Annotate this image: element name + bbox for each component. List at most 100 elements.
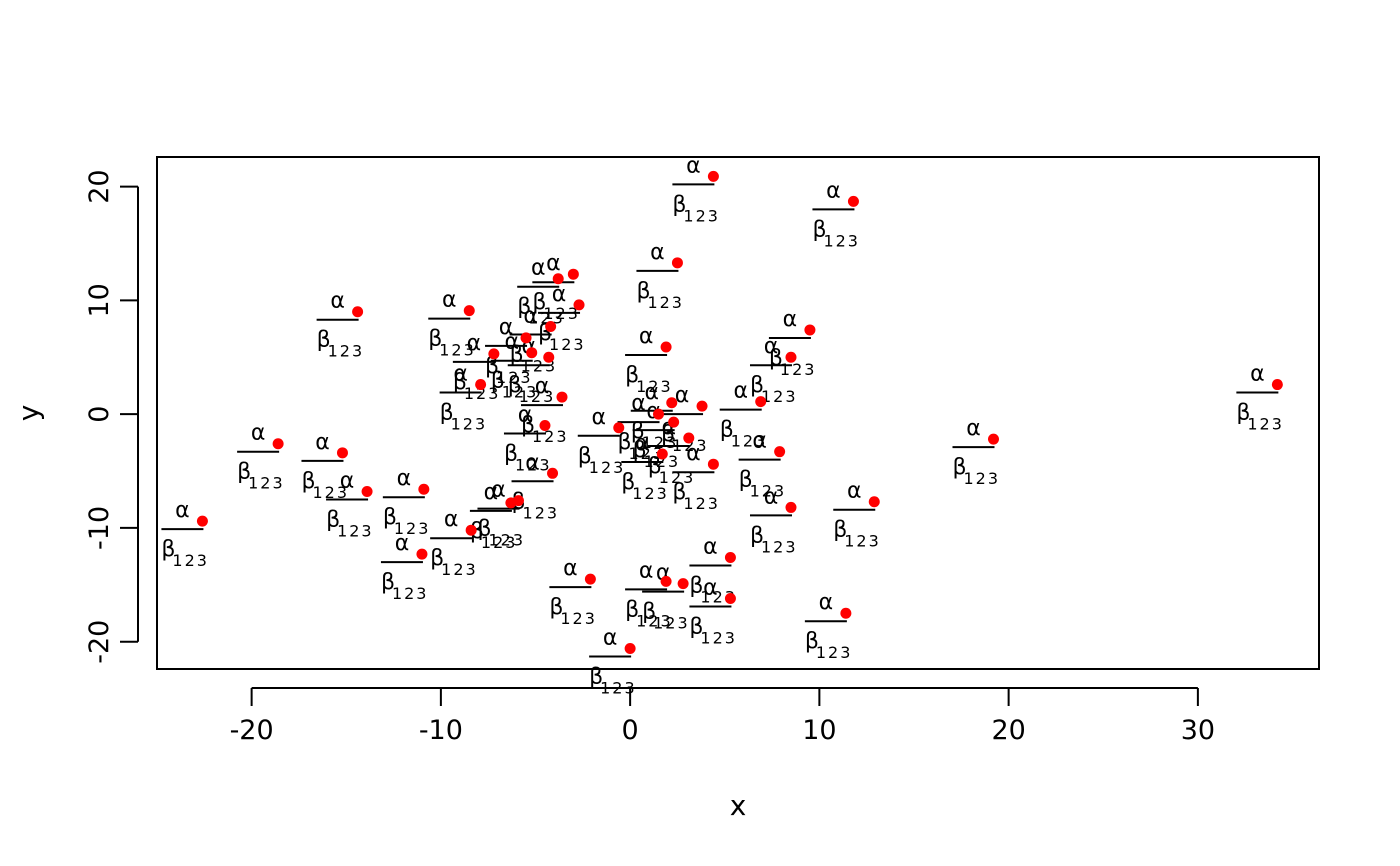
annotation-denominator: β xyxy=(739,468,753,493)
annotation-subscript: 123 xyxy=(312,483,349,502)
annotation-numerator: α xyxy=(395,531,410,556)
annotation-subscript: 123 xyxy=(502,383,539,402)
annotation-subscript: 123 xyxy=(780,360,817,379)
annotation-numerator: α xyxy=(467,331,482,356)
annotation-numerator: α xyxy=(819,590,834,615)
annotation-denominator: β xyxy=(589,665,603,690)
points-layer xyxy=(196,170,1283,655)
annotation-numerator: α xyxy=(563,556,578,581)
annotation-denominator: β xyxy=(636,279,650,304)
annotation-numerator: α xyxy=(531,256,546,281)
annotation-numerator: α xyxy=(603,626,618,651)
annotation-denominator: β xyxy=(326,508,340,533)
annotation-numerator: α xyxy=(764,334,779,359)
annotation-numerator: α xyxy=(703,575,718,600)
annotation-denominator: β xyxy=(661,422,675,447)
data-point xyxy=(755,396,767,408)
annotation-denominator: β xyxy=(504,442,518,467)
y-tick-label: -10 xyxy=(84,506,115,550)
annotation-denominator: β xyxy=(689,614,703,639)
annotation-numerator: α xyxy=(340,469,355,494)
annotation-denominator: β xyxy=(470,519,484,544)
annotation-numerator: α xyxy=(592,405,607,430)
annotation-numerator: α xyxy=(733,379,748,404)
annotation-subscript: 123 xyxy=(392,584,429,603)
annotation-denominator: β xyxy=(578,444,592,469)
annotation-numerator: α xyxy=(650,240,665,265)
data-point xyxy=(785,351,797,363)
annotation-numerator: α xyxy=(315,430,330,455)
annotation-subscript: 123 xyxy=(439,341,476,360)
data-point xyxy=(1271,379,1283,391)
annotation-denominator: β xyxy=(491,369,505,394)
data-point xyxy=(272,438,284,450)
annotation-subscript: 123 xyxy=(488,531,525,550)
annotation-subscript: 123 xyxy=(683,206,720,225)
annotation-subscript: 123 xyxy=(496,368,533,387)
annotation-denominator: β xyxy=(720,418,734,443)
annotation-numerator: α xyxy=(826,178,841,203)
annotation-denominator: β xyxy=(521,413,535,438)
x-tick-label: 10 xyxy=(802,715,836,746)
annotation-denominator: β xyxy=(618,430,632,455)
y-axis: -20 -10 0 10 20 xyxy=(84,169,139,664)
annotation-numerator: α xyxy=(966,416,981,441)
annotation-denominator: β xyxy=(952,455,966,480)
annotation-denominator: β xyxy=(428,327,442,352)
annotation-denominator: β xyxy=(301,469,315,494)
annotation-subscript: 123 xyxy=(481,533,518,552)
data-point xyxy=(545,321,557,333)
annotation-denominator: β xyxy=(477,517,491,542)
annotation-denominator: β xyxy=(833,518,847,543)
annotation-subscript: 123 xyxy=(523,503,560,522)
annotation-denominator: β xyxy=(1236,401,1250,426)
annotation-numerator: α xyxy=(504,330,519,355)
data-point xyxy=(475,379,487,391)
annotation-numerator: α xyxy=(686,153,701,178)
annotation-numerator: α xyxy=(484,480,499,505)
annotation-denominator: β xyxy=(625,363,639,388)
annotation-numerator: α xyxy=(523,304,538,329)
annotation-subscript: 123 xyxy=(653,614,690,633)
annotation-subscript: 123 xyxy=(750,482,787,501)
annotation-subscript: 123 xyxy=(636,377,673,396)
annotation-denominator: β xyxy=(642,600,656,625)
annotation-subscript: 123 xyxy=(683,494,720,513)
data-point xyxy=(707,458,719,470)
annotation-subscript: 123 xyxy=(823,231,860,250)
annotation-denominator: β xyxy=(750,523,764,548)
annotation-subscript: 123 xyxy=(629,444,666,463)
annotation-denominator: β xyxy=(625,597,639,622)
annotation-denominator: β xyxy=(532,290,546,315)
annotation-subscript: 123 xyxy=(532,427,569,446)
data-point xyxy=(707,170,719,182)
annotation-numerator: α xyxy=(444,507,459,532)
x-tick-label: -10 xyxy=(419,715,463,746)
data-point xyxy=(613,422,625,434)
data-point xyxy=(416,548,428,560)
annotation-denominator: β xyxy=(517,295,531,320)
